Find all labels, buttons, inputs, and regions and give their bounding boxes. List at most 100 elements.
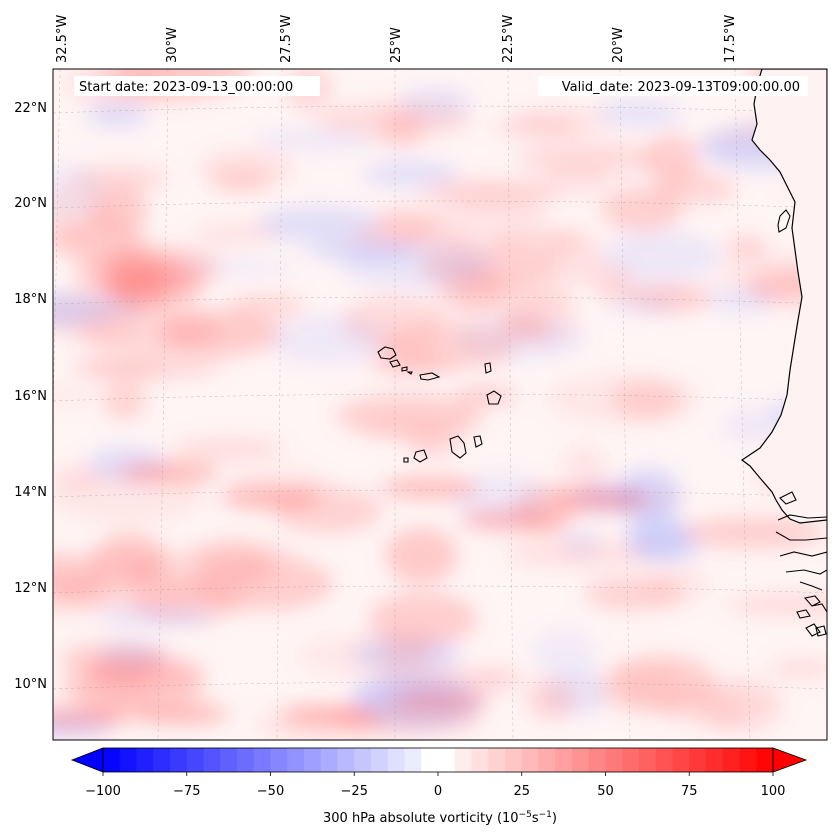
colorbar-extend-low [70, 747, 104, 773]
lat-label: 14°N [14, 485, 47, 500]
vorticity-patch [103, 246, 221, 291]
lat-label: 22°N [14, 101, 47, 116]
vorticity-patch [491, 116, 581, 138]
lat-label: 10°N [14, 677, 47, 692]
colorbar-band [421, 748, 439, 772]
colorbar-ticks: −100 −75 −50 −25 0 25 50 75 100 [85, 772, 785, 799]
colorbar-tick-label: −75 [173, 784, 200, 799]
vorticity-patch [504, 538, 655, 569]
colorbar-band [186, 748, 204, 772]
colorbar-band [538, 748, 556, 772]
vorticity-patch [357, 418, 479, 439]
lon-label: 20°W [611, 27, 626, 63]
parallel-line [53, 200, 827, 209]
lat-label: 20°N [14, 196, 47, 211]
vorticity-patch [120, 462, 220, 482]
colorbar-tick-label: 75 [681, 784, 698, 799]
vorticity-patch [601, 229, 722, 283]
colorbar-band [588, 748, 606, 772]
vorticity-patch [589, 664, 684, 715]
map-frame [52, 68, 828, 741]
vorticity-patch [81, 359, 167, 380]
vorticity-patch [339, 241, 494, 289]
vorticity-patch [102, 381, 147, 421]
vorticity-patch [768, 657, 827, 681]
colorbar-band [756, 748, 774, 772]
vorticity-patch [368, 592, 478, 646]
vorticity-patch [430, 277, 574, 317]
colorbar-band [337, 748, 355, 772]
longitude-labels: 32.5°W 30°W 27.5°W 25°W 22.5°W 20°W 17.5… [55, 15, 738, 63]
colorbar-band [387, 748, 405, 772]
vorticity-patch [197, 147, 295, 190]
vorticity-patch [53, 184, 110, 239]
colorbar-band [103, 748, 121, 772]
parallel-line [53, 105, 827, 114]
vorticity-patch [530, 627, 598, 678]
colorbar-tick-label: 50 [597, 784, 614, 799]
colorbar-band [136, 748, 154, 772]
lon-label: 17.5°W [723, 15, 738, 63]
colorbar-label: 300 hPa absolute vorticity (10−5s−1) [323, 810, 557, 826]
colorbar-band [404, 748, 422, 772]
vorticity-patch [380, 478, 480, 498]
vorticity-patch [296, 633, 424, 678]
vorticity-patch [120, 565, 203, 582]
vorticity-patch [85, 100, 149, 129]
vorticity-patch [606, 294, 682, 315]
valid-date-box [538, 76, 808, 96]
west-africa-coast-details [775, 209, 827, 637]
colorbar-band [170, 748, 188, 772]
vorticity-field [53, 69, 827, 740]
vorticity-patch [600, 187, 683, 232]
latitude-labels: 22°N 20°N 18°N 16°N 14°N 12°N 10°N [14, 101, 47, 692]
vorticity-patch [374, 206, 442, 240]
map-panel [53, 69, 827, 740]
vorticity-patch [659, 691, 748, 728]
colorbar-tick-label: 25 [513, 784, 530, 799]
vorticity-patch [54, 575, 206, 608]
colorbar-band [655, 748, 673, 772]
vorticity-patch [130, 704, 230, 724]
colorbar-band [237, 748, 255, 772]
vorticity-patch [220, 488, 320, 508]
vorticity-patch [227, 294, 306, 317]
vorticity-patch [280, 706, 380, 726]
colorbar: −100 −75 −50 −25 0 25 50 75 100 300 hPa … [70, 747, 808, 826]
parallel-line [53, 585, 827, 594]
vorticity-patch [390, 690, 490, 710]
lon-label: 30°W [165, 27, 180, 63]
vorticity-patch [561, 444, 608, 492]
colorbar-bands [103, 748, 774, 772]
colorbar-band [722, 748, 740, 772]
vorticity-patch [488, 228, 582, 252]
valid-date-label: Valid_date: 2023-09-13T09:00:00.00 [562, 80, 800, 95]
colorbar-tick-label: 0 [434, 784, 442, 799]
colorbar-band [454, 748, 472, 772]
colorbar-tick-label: −25 [341, 784, 368, 799]
vorticity-patch [79, 307, 219, 354]
vorticity-patch [384, 527, 458, 584]
colorbar-extend-high [772, 747, 808, 773]
vorticity-patch [643, 565, 712, 603]
colorbar-band [622, 748, 640, 772]
africa-coastline [740, 69, 827, 524]
lon-label: 25°W [389, 27, 404, 63]
cape-verde-islands [377, 346, 502, 463]
vorticity-patch [96, 608, 217, 626]
lon-label: 32.5°W [55, 15, 70, 63]
lat-label: 16°N [14, 389, 47, 404]
lat-label: 18°N [14, 292, 47, 307]
vorticity-patch [180, 537, 297, 570]
vorticity-patch [53, 387, 101, 404]
vorticity-patch [705, 287, 776, 314]
vorticity-patch [97, 640, 165, 671]
colorbar-band [354, 748, 372, 772]
colorbar-band [438, 748, 456, 772]
colorbar-band [505, 748, 523, 772]
colorbar-band [270, 748, 288, 772]
vorticity-patch [192, 221, 277, 248]
vorticity-patch [372, 667, 529, 685]
colorbar-band [253, 748, 271, 772]
lon-label: 27.5°W [279, 15, 294, 63]
